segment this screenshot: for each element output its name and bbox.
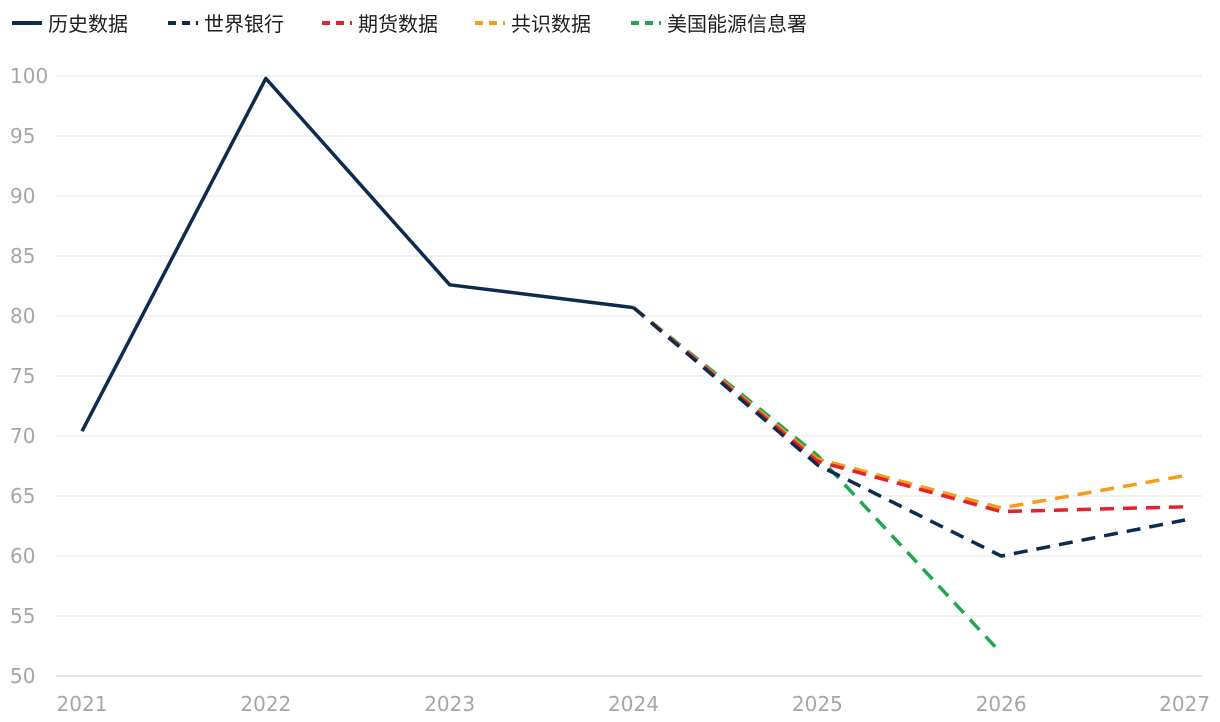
series-line xyxy=(80,76,634,433)
y-axis: 50 55 60 65 70 75 80 85 90 95 100 xyxy=(10,64,48,688)
gridlines xyxy=(56,75,1202,677)
x-axis: 2021 2022 2023 2024 2025 2026 2027 xyxy=(57,692,1210,716)
legend-label: 共识数据 xyxy=(511,12,591,36)
x-tick-label: 2024 xyxy=(608,692,659,716)
x-tick-label: 2026 xyxy=(976,692,1027,716)
series-line xyxy=(632,306,1186,558)
y-tick-label: 60 xyxy=(10,544,35,568)
y-tick-label: 50 xyxy=(10,664,35,688)
legend-label: 世界银行 xyxy=(204,12,284,36)
y-tick-label: 90 xyxy=(10,184,35,208)
y-tick-label: 65 xyxy=(10,484,35,508)
x-tick-label: 2023 xyxy=(424,692,475,716)
series-line xyxy=(632,306,1186,510)
y-tick-label: 95 xyxy=(10,124,35,148)
y-tick-label: 100 xyxy=(10,64,48,88)
legend-label: 美国能源信息署 xyxy=(667,12,807,36)
x-tick-label: 2027 xyxy=(1159,692,1210,716)
x-tick-label: 2021 xyxy=(57,692,108,716)
y-tick-label: 55 xyxy=(10,604,35,628)
y-tick-label: 75 xyxy=(10,364,35,388)
legend-label: 期货数据 xyxy=(358,12,438,36)
x-tick-label: 2025 xyxy=(792,692,843,716)
plot-area xyxy=(80,76,1186,655)
legend: 历史数据 世界银行 期货数据 共识数据 美国能源信息署 xyxy=(12,12,807,36)
y-tick-label: 80 xyxy=(10,304,35,328)
y-tick-label: 85 xyxy=(10,244,35,268)
legend-label: 历史数据 xyxy=(48,12,128,36)
series-line xyxy=(632,306,1003,655)
y-tick-label: 70 xyxy=(10,424,35,448)
x-tick-label: 2022 xyxy=(240,692,291,716)
series-line xyxy=(632,306,1186,514)
